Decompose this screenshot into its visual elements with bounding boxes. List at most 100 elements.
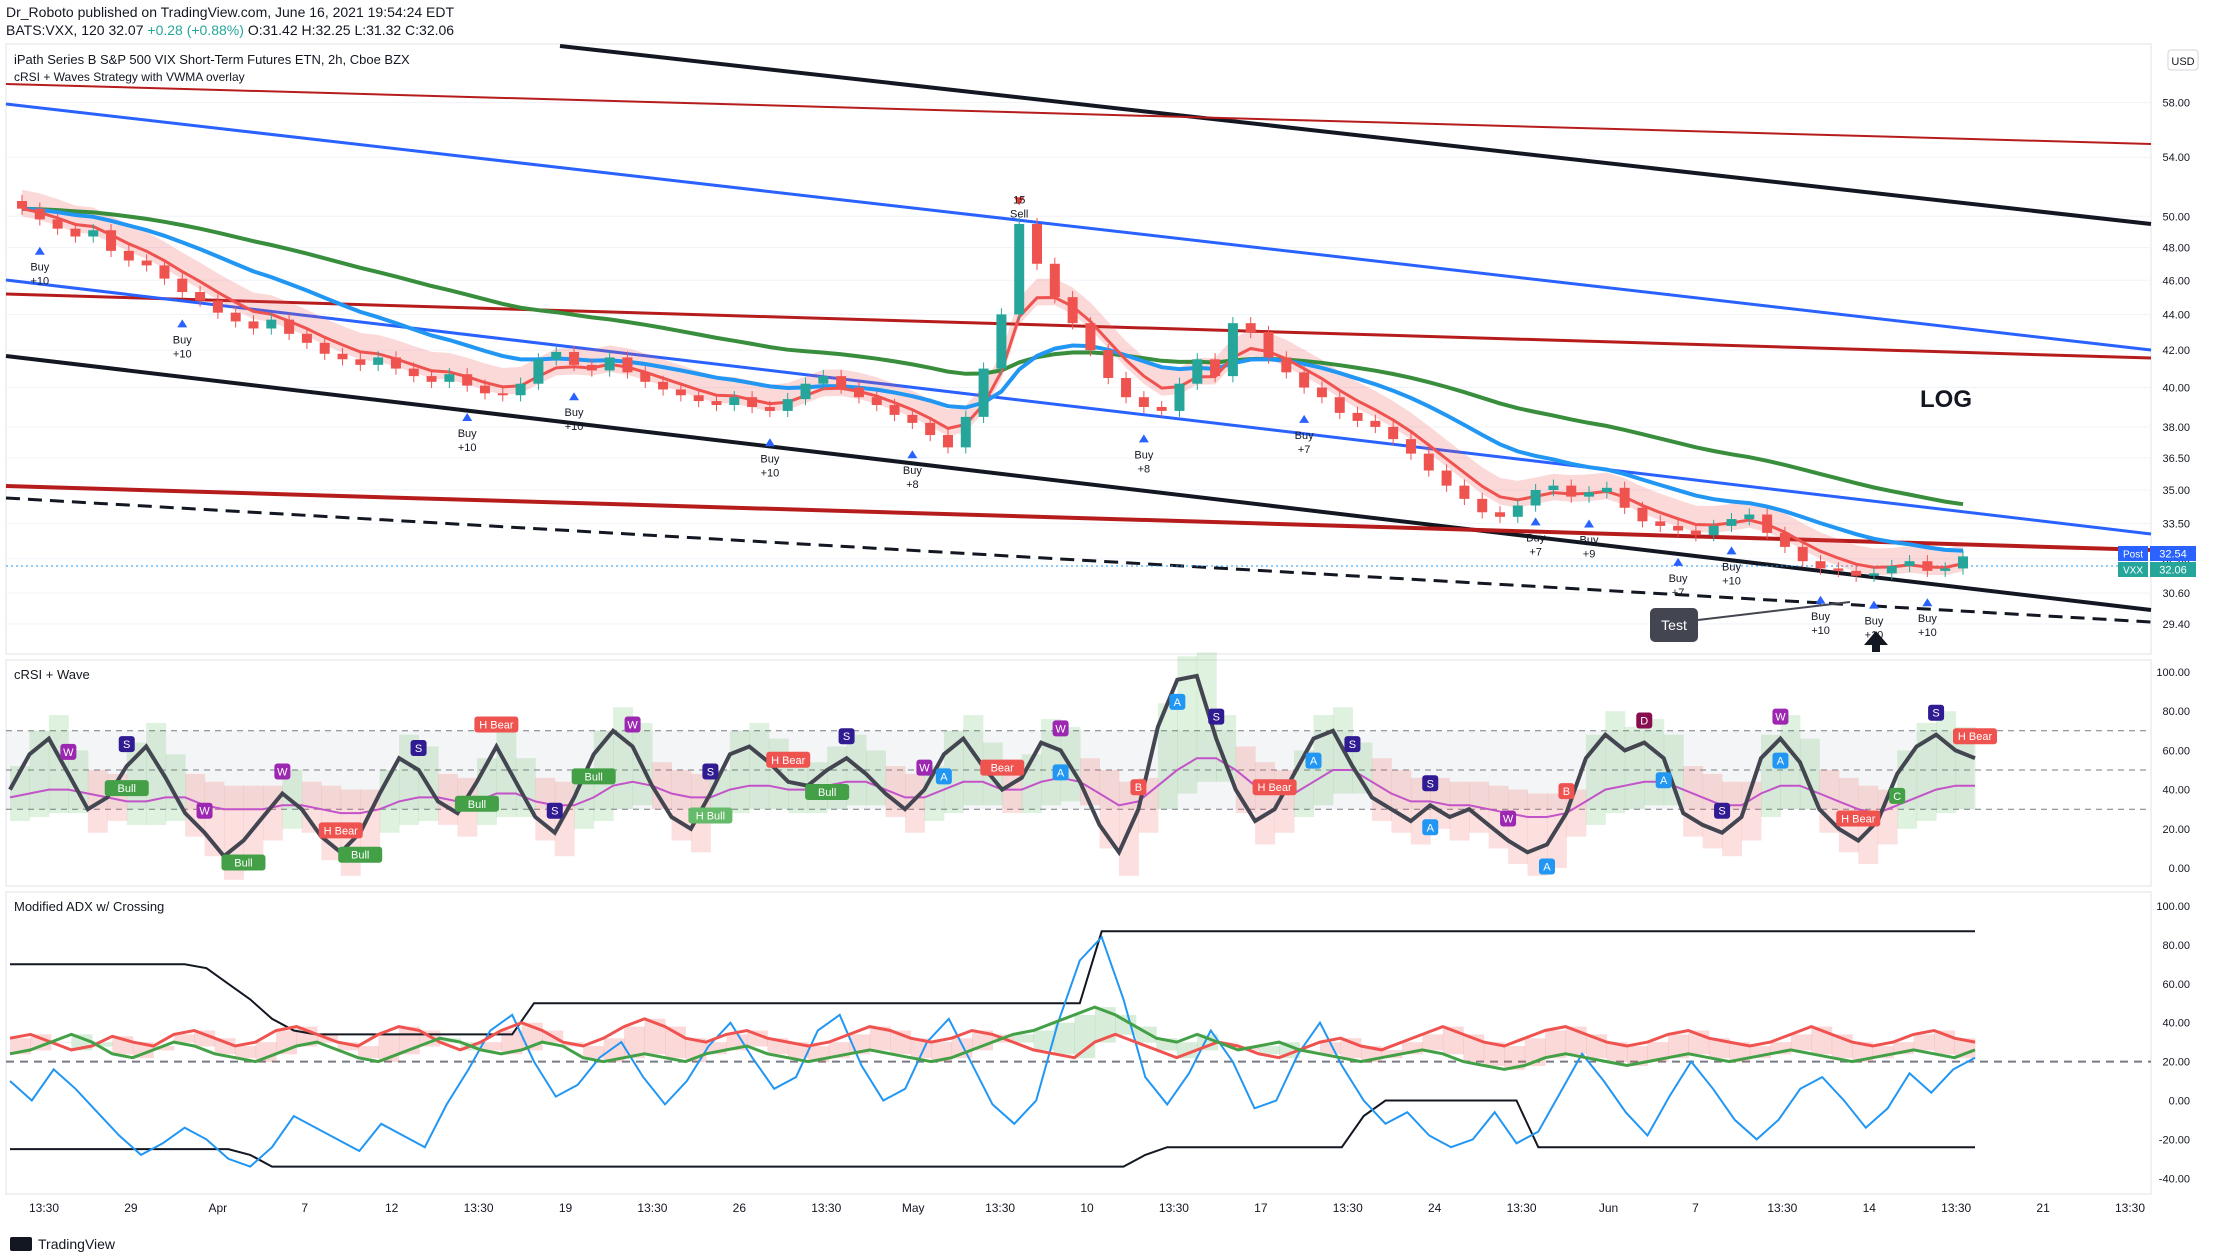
- crsi-marker-badge: [104, 780, 149, 797]
- time-tick-label: 13:30: [29, 1201, 59, 1215]
- candle-body: [123, 250, 134, 261]
- candle-body: [1495, 512, 1506, 517]
- candle-body: [1156, 406, 1167, 411]
- trendline: [5, 292, 2152, 360]
- crsi-marker-badge: [1500, 810, 1517, 827]
- candle-body: [17, 201, 27, 209]
- signal-label: Buy: [565, 407, 584, 419]
- time-tick-label: 29: [124, 1201, 138, 1215]
- signal-label: Buy: [1580, 535, 1599, 547]
- signal-label: Buy: [173, 334, 192, 346]
- crsi-wave-cell: [1196, 652, 1217, 782]
- crsi-marker-label: A: [1543, 861, 1551, 873]
- signal-amount: +10: [565, 421, 584, 433]
- adx-axis[interactable]: -40.00 -20.00 0.00 20.00 40.00 60.00 80.00 100.…: [2156, 901, 2190, 1185]
- candle-body: [319, 342, 330, 354]
- ma-mid: [21, 206, 1964, 553]
- candle-body: [1032, 224, 1043, 264]
- time-tick-label: 26: [733, 1201, 747, 1215]
- adx-fill-cell: [1667, 1034, 1689, 1059]
- time-tick-label: 13:30: [637, 1201, 667, 1215]
- crsi-tick-label: 100.00: [2156, 667, 2190, 679]
- crsi-wave-cell: [1041, 719, 1062, 806]
- crsi-marker-badge: [410, 740, 427, 756]
- buy-arrow-icon: [1584, 519, 1595, 528]
- signal-label: Buy: [1722, 561, 1741, 573]
- candle-body: [1548, 485, 1559, 491]
- buy-arrow-icon: [569, 392, 580, 401]
- crsi-tick-label: 80.00: [2162, 706, 2190, 718]
- crsi-marker-badge: [221, 854, 266, 871]
- candle-body: [497, 393, 508, 396]
- time-tick-label: May: [902, 1201, 925, 1215]
- currency-badge[interactable]: USD: [2167, 49, 2199, 71]
- crsi-wave-cell: [1955, 726, 1976, 810]
- candle-body: [658, 381, 669, 390]
- adx-pane[interactable]: -40.00 -20.00 0.00 20.00 40.00 60.00 80.00 100.…: [5, 891, 2190, 1195]
- adx-fill-cell: [1033, 1030, 1055, 1051]
- crsi-tick-label: 40.00: [2162, 785, 2190, 797]
- crsi-marker-badge: [935, 768, 952, 785]
- candle-body: [1049, 263, 1060, 298]
- crsi-signal-line: [9, 757, 1975, 818]
- crsi-marker-label: S: [1349, 739, 1356, 751]
- crsi-marker-badge: [338, 846, 383, 863]
- time-axis[interactable]: 13:30 29 Apr 7 12 13:30 19 13:30 26 13:30 May 13:30…: [29, 1201, 2145, 1215]
- candle-body: [1316, 387, 1327, 398]
- candle-body: [1334, 397, 1345, 413]
- candle-body: [1441, 470, 1452, 486]
- crsi-marker-label: H Bear: [1257, 782, 1292, 794]
- crsi-marker-label: A: [940, 771, 948, 783]
- signal-label: 15: [1013, 194, 1025, 206]
- price-tick-label: 48.00: [2162, 243, 2190, 255]
- crsi-marker-badge: [474, 716, 519, 733]
- crsi-wave-cell: [399, 734, 420, 825]
- crsi-marker-label: H Bear: [324, 825, 359, 837]
- crsi-wave-cell: [515, 758, 536, 818]
- crsi-marker-badge: [1889, 787, 1906, 804]
- main-pane-title: iPath Series B S&P 500 VIX Short-Term Fu…: [14, 52, 410, 67]
- symbol-label[interactable]: BATS:VXX, 120: [6, 22, 105, 38]
- signal-amount: +8: [906, 479, 919, 491]
- crsi-marker-badge: [1655, 772, 1672, 789]
- signal-label: Buy: [30, 262, 49, 274]
- crsi-axis[interactable]: 0.00 20.00 40.00 60.00 80.00 100.00: [2156, 667, 2190, 875]
- crsi-marker-label: Bull: [584, 771, 602, 783]
- candle-body: [426, 376, 437, 382]
- candle-body: [942, 435, 953, 448]
- crsi-marker-label: Bull: [468, 799, 486, 811]
- adx-fill-cell: [214, 1038, 236, 1055]
- candle-body: [373, 357, 384, 365]
- candle-body: [1815, 561, 1826, 569]
- adx-plot: [6, 930, 2151, 1168]
- tradingview-logo[interactable]: TradingView: [10, 1236, 115, 1252]
- crsi-marker-badge: [688, 807, 733, 824]
- test-callout: Test: [1650, 601, 1851, 642]
- buy-arrow-icon: [1299, 414, 1310, 423]
- time-tick-label: 13:30: [1507, 1201, 1537, 1215]
- crsi-marker-badge: [1130, 779, 1147, 796]
- signal-amount: +10: [761, 467, 780, 479]
- crsi-marker-label: W: [1775, 712, 1786, 724]
- price-tag-value-bg: [2150, 546, 2196, 561]
- main-pane[interactable]: Buy +10 Buy +10 Buy +10 Buy +10 Buy +10 Buy +8 Buy +8…: [5, 43, 2199, 655]
- adx-fill-cell: [1094, 1007, 1116, 1043]
- candle-body: [764, 406, 775, 411]
- last-price: 32.07: [108, 22, 144, 38]
- crsi-marker-badge: [1422, 819, 1439, 836]
- crsi-marker-badge: [454, 795, 499, 812]
- price-tick-label: 30.60: [2162, 588, 2190, 600]
- price-tags: Post 32.54 VXX 32.06: [2118, 546, 2196, 577]
- crsi-marker-label: Bear: [991, 763, 1015, 775]
- crsi-marker-label: S: [1718, 806, 1725, 818]
- trendline: [5, 102, 2152, 352]
- crsi-wave-cell: [1819, 770, 1840, 833]
- crsi-pane[interactable]: W S W W H Bear S H Bear S W S H Bear S W Bear W B S H Bea…: [5, 652, 2190, 887]
- time-tick-label: 19: [559, 1201, 573, 1215]
- time-tick-label: 7: [1692, 1201, 1699, 1215]
- crsi-wave-cell: [48, 715, 69, 814]
- candle-body: [479, 385, 490, 394]
- vwma-line: [21, 207, 1964, 570]
- candle-body: [1014, 224, 1025, 315]
